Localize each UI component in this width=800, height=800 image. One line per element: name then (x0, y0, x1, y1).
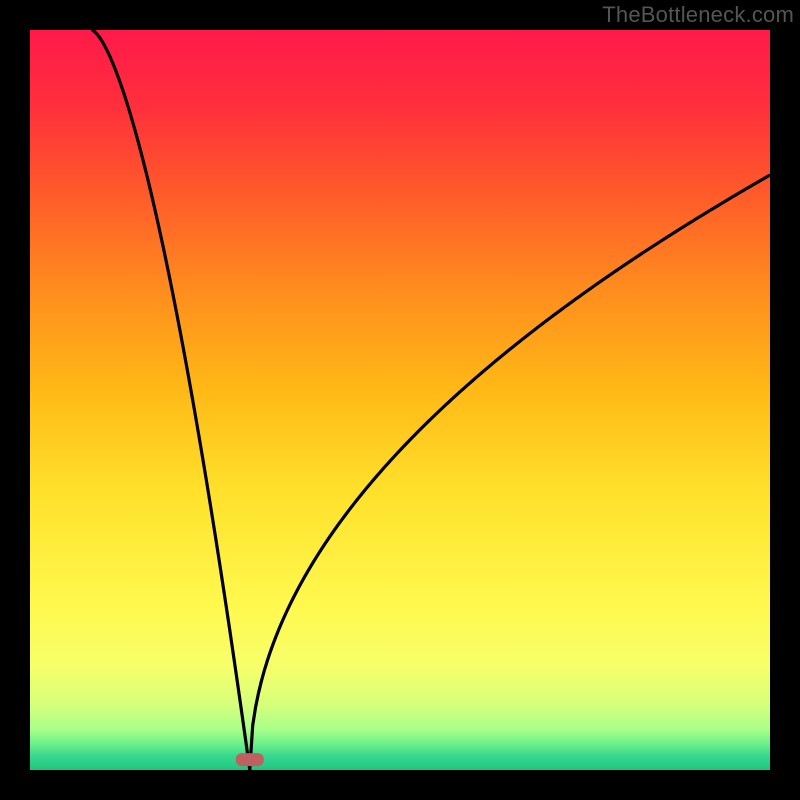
gradient-background (30, 30, 770, 770)
chart-container: TheBottleneck.com (0, 0, 800, 800)
cusp-marker (236, 753, 264, 766)
watermark-text: TheBottleneck.com (602, 2, 794, 28)
chart-svg (0, 0, 800, 800)
